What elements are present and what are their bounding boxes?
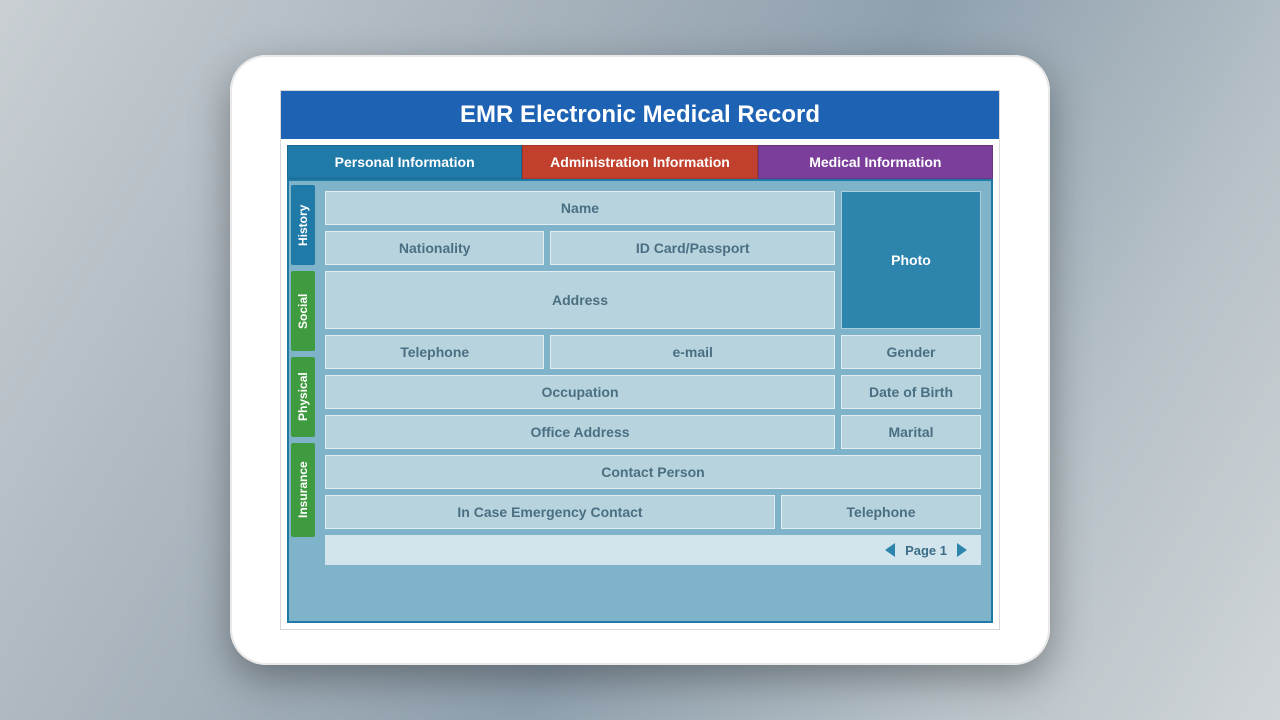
side-tab-label: History <box>296 204 310 245</box>
pager-prev-icon[interactable] <box>885 543 895 557</box>
form-area: Name Nationality ID Card/Passport Addres… <box>319 181 991 621</box>
id-card-field[interactable]: ID Card/Passport <box>550 231 835 265</box>
contact-person-field[interactable]: Contact Person <box>325 455 981 489</box>
email-field[interactable]: e-mail <box>550 335 835 369</box>
office-address-field[interactable]: Office Address <box>325 415 835 449</box>
side-tabs: History Social Physical Insurance <box>289 181 319 621</box>
top-tabs: Personal Information Administration Info… <box>287 145 993 179</box>
occupation-field[interactable]: Occupation <box>325 375 835 409</box>
body-wrap: Personal Information Administration Info… <box>281 139 999 629</box>
side-tab-physical[interactable]: Physical <box>291 357 315 437</box>
side-tab-history[interactable]: History <box>291 185 315 265</box>
telephone2-field[interactable]: Telephone <box>781 495 981 529</box>
marital-field[interactable]: Marital <box>841 415 981 449</box>
tab-medical-information[interactable]: Medical Information <box>758 145 993 179</box>
content-panel: History Social Physical Insurance <box>287 179 993 623</box>
tab-administration-information[interactable]: Administration Information <box>522 145 757 179</box>
dob-field[interactable]: Date of Birth <box>841 375 981 409</box>
form-row: Occupation Date of Birth <box>325 375 981 409</box>
side-tab-insurance[interactable]: Insurance <box>291 443 315 537</box>
screen: EMR Electronic Medical Record Personal I… <box>280 90 1000 630</box>
pager-next-icon[interactable] <box>957 543 967 557</box>
side-tab-label: Physical <box>296 373 310 422</box>
form-row: Name Nationality ID Card/Passport Addres… <box>325 191 981 329</box>
form-row: Office Address Marital <box>325 415 981 449</box>
address-field[interactable]: Address <box>325 271 835 329</box>
pager: Page 1 <box>325 535 981 565</box>
emergency-contact-field[interactable]: In Case Emergency Contact <box>325 495 775 529</box>
tab-label: Administration Information <box>550 154 730 170</box>
tab-label: Personal Information <box>335 154 475 170</box>
photo-box[interactable]: Photo <box>841 191 981 329</box>
app-title: EMR Electronic Medical Record <box>460 101 820 129</box>
form-row: In Case Emergency Contact Telephone <box>325 495 981 529</box>
pager-label: Page 1 <box>905 543 947 558</box>
nationality-field[interactable]: Nationality <box>325 231 544 265</box>
form-row: Contact Person <box>325 455 981 489</box>
tab-personal-information[interactable]: Personal Information <box>287 145 522 179</box>
form-row: Telephone e-mail Gender <box>325 335 981 369</box>
side-tab-label: Insurance <box>296 462 310 519</box>
gender-field[interactable]: Gender <box>841 335 981 369</box>
side-tab-label: Social <box>296 293 310 328</box>
name-field[interactable]: Name <box>325 191 835 225</box>
tablet-frame: EMR Electronic Medical Record Personal I… <box>230 55 1050 665</box>
telephone-field[interactable]: Telephone <box>325 335 544 369</box>
side-tab-social[interactable]: Social <box>291 271 315 351</box>
app-title-bar: EMR Electronic Medical Record <box>281 91 999 139</box>
tab-label: Medical Information <box>809 154 941 170</box>
